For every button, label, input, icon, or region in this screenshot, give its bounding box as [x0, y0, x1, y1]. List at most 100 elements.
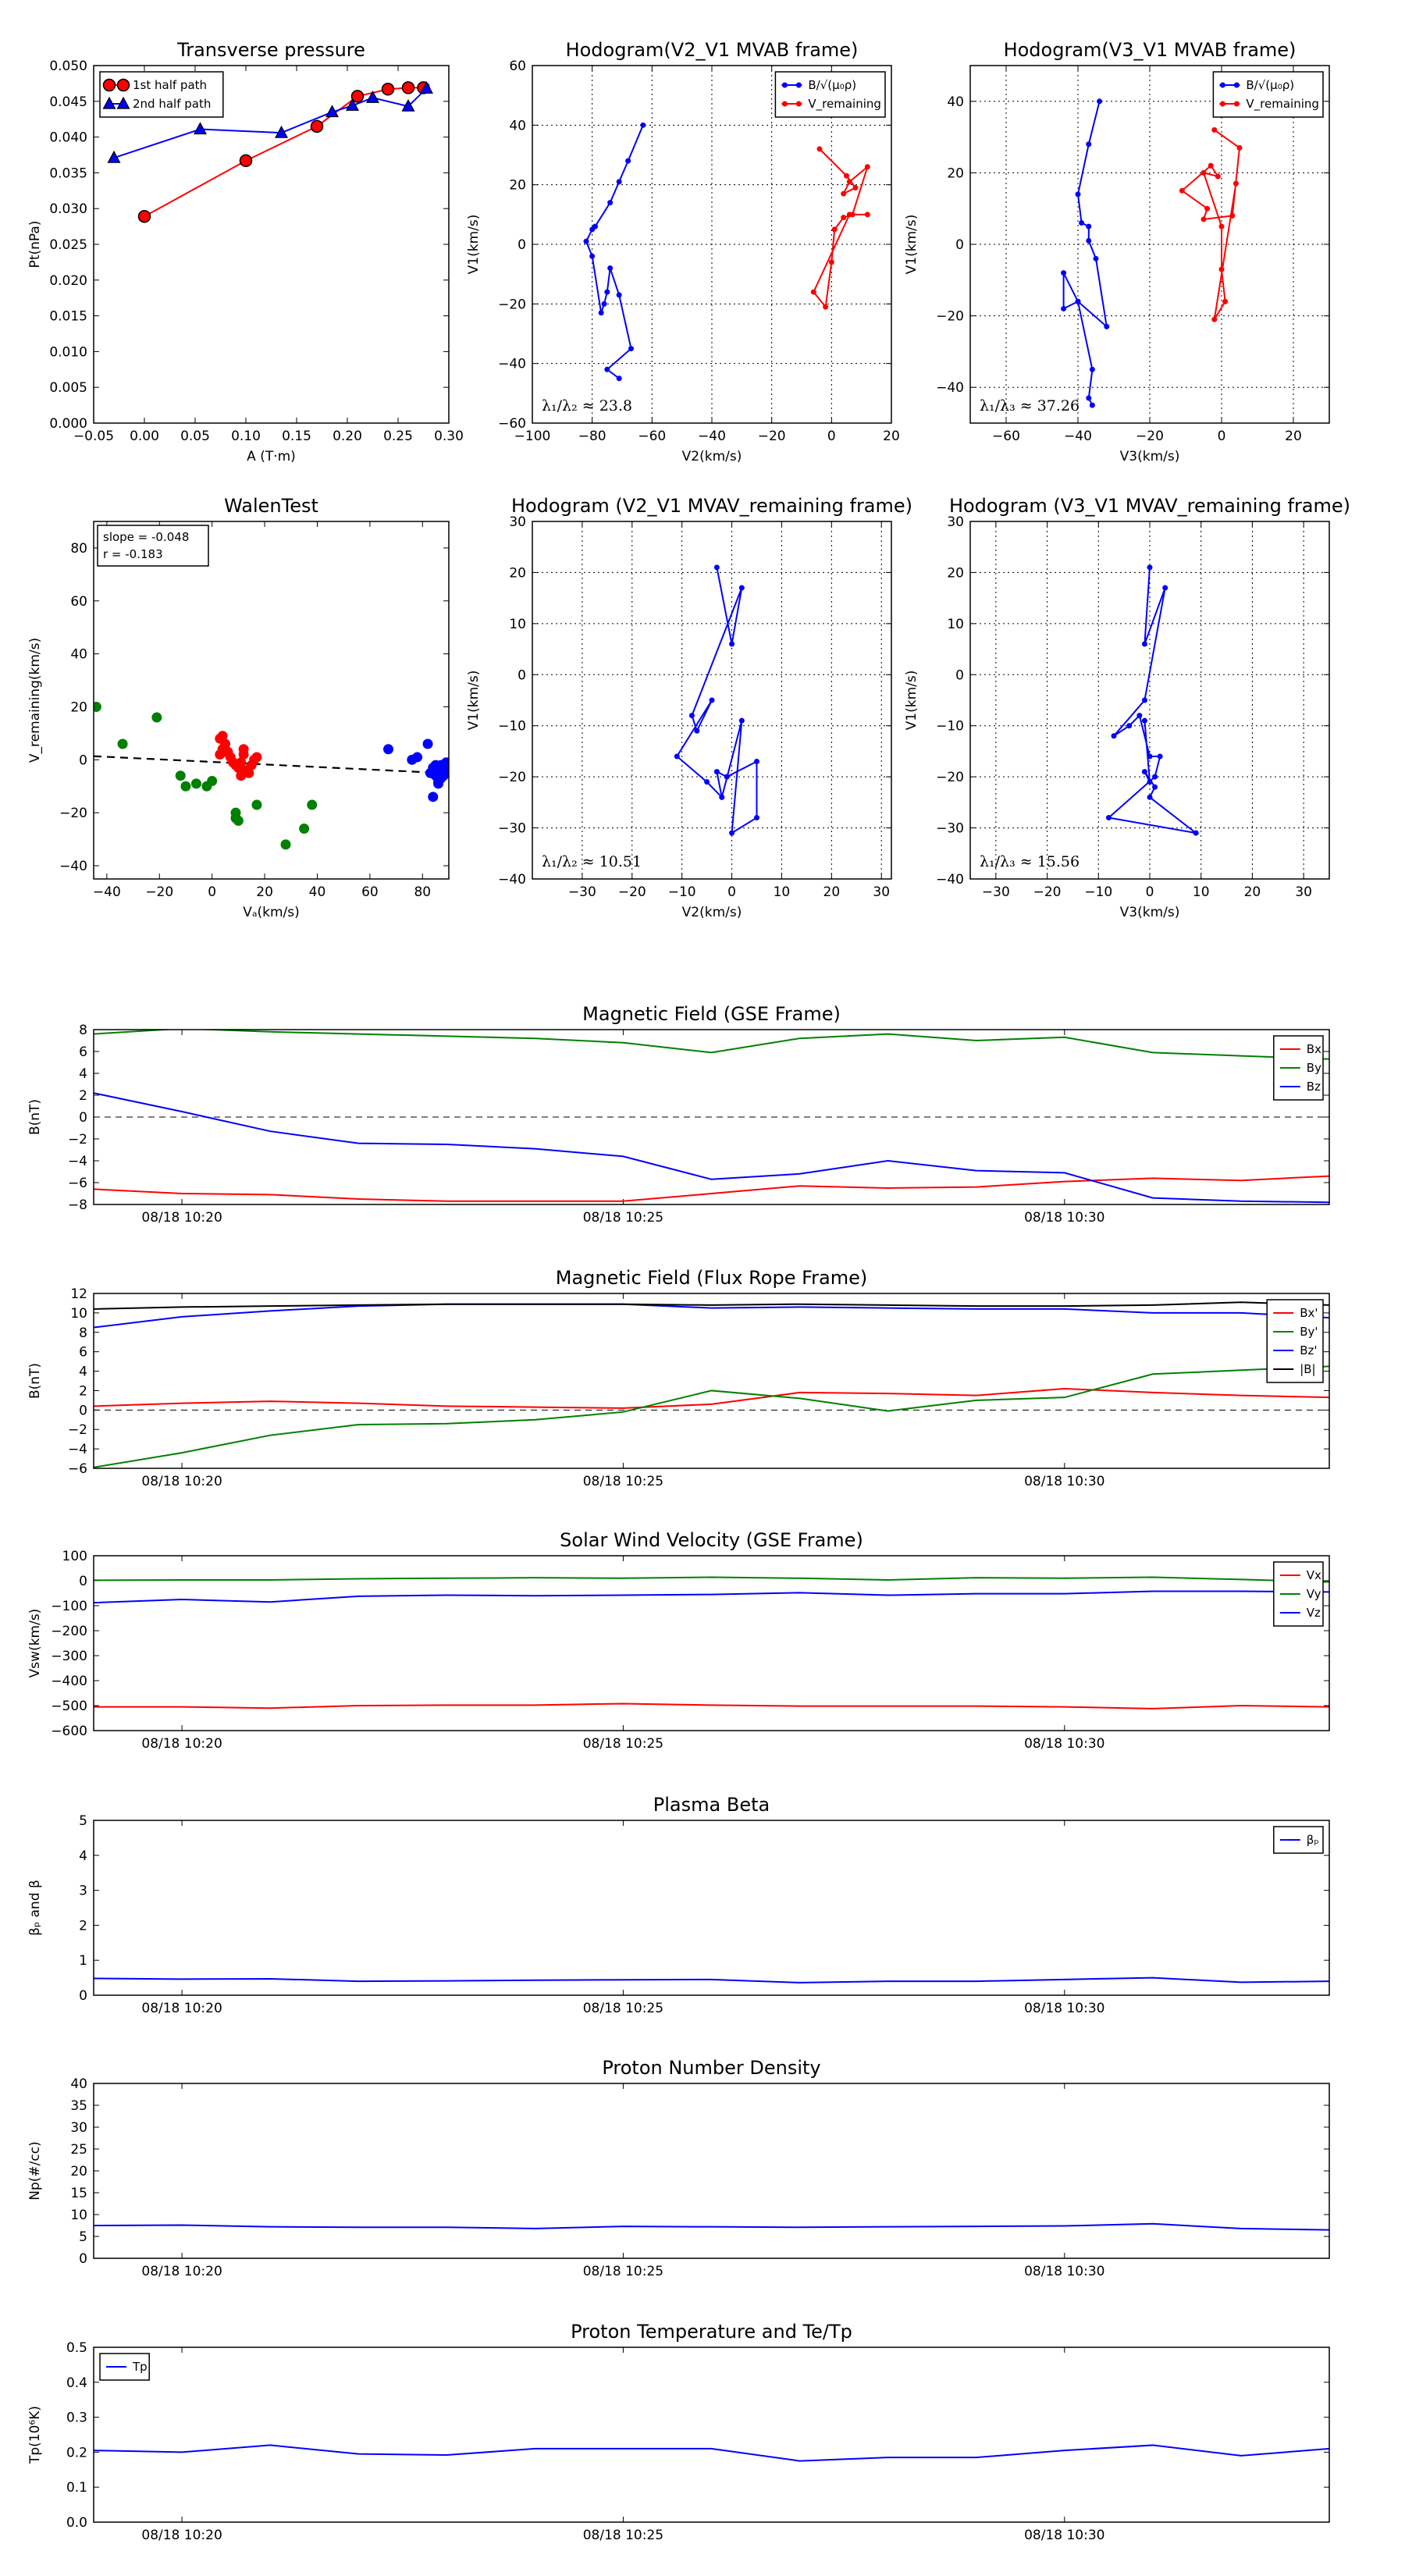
data-point	[1200, 216, 1207, 222]
data-point	[428, 792, 439, 802]
y-axis-label: V_remaining(km/s)	[27, 638, 43, 763]
x-tick-label: 20	[1285, 429, 1302, 444]
plot-area	[94, 1576, 1329, 1710]
x-tick-label: −40	[93, 884, 121, 900]
data-point	[1211, 126, 1218, 133]
y-axis-label: Tp(10⁶K)	[27, 2406, 43, 2464]
y-tick-label: −100	[51, 1599, 87, 1614]
data-point	[325, 105, 340, 118]
chart-title: Magnetic Field (GSE Frame)	[582, 1003, 841, 1025]
y-tick-label: 30	[509, 514, 526, 530]
axes-frame	[93, 2347, 1330, 2523]
y-tick-label: 100	[62, 1549, 87, 1564]
data-point	[1229, 212, 1236, 219]
data-point	[846, 179, 852, 185]
data-point	[1061, 305, 1067, 311]
series-line	[94, 2222, 1329, 2231]
y-tick-label: 0.045	[49, 94, 87, 110]
data-point	[852, 184, 859, 190]
data-point	[230, 813, 241, 824]
data-point	[422, 738, 433, 749]
y-tick-label: −6	[68, 1176, 87, 1191]
y-tick-label: −10	[936, 719, 964, 735]
data-point	[94, 701, 101, 712]
x-tick-label: −0.05	[73, 429, 114, 444]
data-point	[1200, 169, 1207, 176]
y-tick-label: 35	[70, 2098, 87, 2114]
data-point	[1147, 564, 1153, 571]
data-point	[601, 301, 607, 307]
y-tick-label: 20	[509, 178, 526, 194]
data-point	[607, 200, 614, 206]
y-tick-label: 80	[70, 541, 87, 557]
x-tick-label: 20	[1244, 884, 1261, 900]
legend-marker	[1219, 82, 1225, 88]
legend-label: By	[1307, 1061, 1321, 1075]
x-tick-label: 08/18 10:25	[583, 1210, 663, 1226]
y-tick-label: 0	[79, 1574, 87, 1589]
y-tick-label: −40	[936, 380, 964, 396]
legend-label: B/√(μ₀ρ)	[1246, 78, 1294, 92]
legend-marker	[102, 78, 116, 92]
y-axis-label: βₚ and β	[27, 1880, 43, 1936]
data-point	[864, 164, 870, 170]
data-point	[810, 289, 816, 295]
data-point	[1222, 298, 1229, 304]
chart-title: Hodogram (V3_V1 MVAV_remaining frame)	[949, 495, 1350, 517]
data-point	[688, 713, 695, 719]
stats-label: r = -0.183	[103, 547, 163, 561]
y-tick-label: −4	[68, 1154, 87, 1169]
y-tick-label: 0	[79, 1110, 87, 1126]
stats-box	[97, 525, 209, 567]
data-point	[207, 775, 218, 786]
x-tick-label: 08/18 10:25	[583, 1474, 663, 1489]
x-tick-label: 08/18 10:20	[141, 1474, 222, 1489]
data-point	[1147, 753, 1153, 760]
data-point	[151, 712, 162, 723]
data-point	[401, 98, 415, 112]
data-point	[190, 778, 201, 789]
x-tick-label: 30	[1295, 884, 1312, 900]
eigenvalue-ratio-label: λ₁/λ₃ ≈ 15.56	[980, 853, 1080, 870]
legend: 1st half path 2nd half path	[99, 71, 224, 118]
y-tick-label: −20	[936, 770, 964, 785]
data-point	[419, 81, 433, 94]
y-tick-label: 4	[79, 1066, 87, 1082]
y-tick-label: −40	[498, 357, 526, 372]
data-point	[1061, 270, 1067, 276]
chart-p1: Transverse pressure −0.05 0.00 0.05 0.10 0.15…	[27, 39, 464, 464]
x-tick-label: −80	[578, 429, 606, 444]
y-tick-label: 5	[79, 2229, 87, 2245]
legend-label: V_remaining	[1246, 97, 1319, 112]
axes-frame	[93, 521, 450, 880]
x-tick-label: 08/18 10:20	[141, 1210, 222, 1226]
x-tick-label: −60	[638, 429, 666, 444]
y-tick-label: 0.005	[49, 380, 87, 396]
x-axis-label: Vₐ(km/s)	[243, 905, 300, 920]
data-point	[1126, 723, 1133, 729]
series-line	[1180, 129, 1241, 320]
series-line	[113, 87, 428, 159]
data-point	[729, 641, 735, 647]
axes-frame	[93, 2083, 1330, 2259]
y-tick-label: 6	[79, 1345, 87, 1361]
data-point	[1089, 366, 1095, 372]
series-line	[94, 1976, 1329, 1984]
x-tick-label: 08/18 10:30	[1024, 2001, 1104, 2016]
data-point	[640, 122, 646, 128]
x-tick-label: 08/18 10:25	[583, 2001, 663, 2016]
y-tick-label: 40	[70, 647, 87, 663]
y-tick-label: 0	[79, 753, 87, 768]
y-tick-label: 0	[518, 667, 526, 683]
y-tick-label: 0	[79, 1403, 87, 1418]
x-tick-label: 08/18 10:25	[583, 1736, 663, 1752]
x-tick-label: 0.15	[282, 429, 311, 444]
data-point	[236, 757, 247, 768]
x-tick-label: 08/18 10:20	[141, 2001, 222, 2016]
y-tick-label: 10	[70, 1306, 87, 1322]
y-tick-label: 40	[70, 2076, 87, 2092]
chart-p7: Magnetic Field (GSE Frame) 08/18 10:20 08/…	[27, 1003, 1330, 1226]
x-tick-label: 20	[883, 429, 900, 444]
data-point	[625, 158, 631, 164]
